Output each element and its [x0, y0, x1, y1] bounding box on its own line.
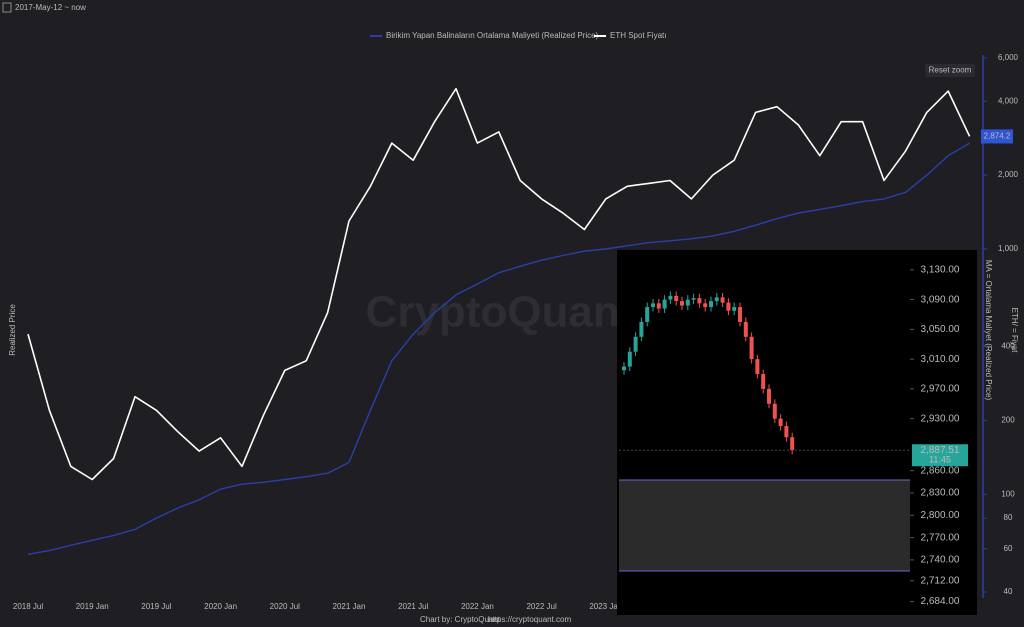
series-line: [27, 142, 970, 555]
candle-body: [778, 418, 783, 427]
candle-body: [639, 321, 644, 337]
current-price-label: 2,887.51: [921, 445, 960, 456]
watermark: CryptoQuant: [366, 288, 635, 337]
inset-y-tick-label: 2,970.00: [921, 384, 960, 395]
inset-chart: 3,130.00 3,090.00 3,050.00 3,010.00 2,970.00…: [617, 250, 977, 615]
y-tick-label: 200: [1001, 416, 1015, 425]
inset-y-tick-label: 2,930.00: [921, 413, 960, 424]
x-tick-label: 2023 Jan: [589, 602, 622, 611]
reset-zoom-label[interactable]: Reset zoom: [929, 66, 972, 75]
legend-label: Birikim Yapan Balinaların Ortalama Maliy…: [386, 31, 599, 40]
candle-body: [726, 302, 731, 311]
y-tick-label: 40: [1004, 587, 1013, 596]
candle-body: [668, 295, 673, 300]
y3-axis-label: ETH/ = Fiyat: [1010, 308, 1019, 353]
x-tick-label: 2019 Jul: [141, 602, 171, 611]
inset-lower-panel: [619, 480, 910, 571]
candle-body: [691, 298, 696, 300]
candle-body: [790, 437, 795, 451]
candle-body: [772, 403, 777, 419]
inset-y-tick-label: 2,770.00: [921, 532, 960, 543]
y-tick-label: 2,000: [998, 170, 1019, 179]
candle-body: [784, 426, 789, 438]
candle-body: [738, 307, 742, 322]
inset-y-tick-label: 3,130.00: [921, 265, 960, 276]
x-tick-label: 2021 Jul: [398, 602, 428, 611]
candle-body: [651, 303, 655, 308]
inset-y-tick-label: 2,800.00: [921, 510, 960, 521]
y2-axis-label: MA = Ortalama Maliyet (Realized Price): [984, 260, 993, 401]
y-tick-label: 80: [1004, 513, 1013, 522]
y-tick-label: 1,000: [998, 244, 1019, 253]
y-tick-label: 400: [1001, 342, 1015, 351]
x-tick-label: 2019 Jan: [76, 602, 109, 611]
current-value-label: 2,874.2: [984, 132, 1011, 141]
candle-body: [743, 321, 748, 337]
y-axis-label: Realized Price: [8, 304, 17, 356]
inset-y-tick-label: 2,684.00: [921, 596, 960, 607]
candle-body: [685, 299, 690, 306]
x-tick-label: 2021 Jan: [333, 602, 366, 611]
x-tick-label: 2022 Jul: [526, 602, 556, 611]
candle-body: [732, 307, 737, 311]
range-label: 2017-May-12 ~ now: [15, 3, 86, 12]
x-tick-label: 2022 Jan: [461, 602, 494, 611]
candle-body: [645, 307, 650, 322]
inset-y-tick-label: 2,712.00: [921, 575, 960, 586]
reset-zoom-button[interactable]: [925, 64, 975, 77]
candle-body: [709, 301, 713, 308]
x-tick-label: 2020 Jan: [204, 602, 237, 611]
candle-body: [714, 297, 719, 302]
y-tick-label: 60: [1004, 544, 1013, 553]
x-tick-label: 2018 Jul: [13, 602, 43, 611]
inset-y-tick-label: 2,830.00: [921, 488, 960, 499]
inset-y-tick-label: 2,860.00: [921, 465, 960, 476]
y-tick-label: 100: [1001, 489, 1015, 498]
candle-body: [749, 336, 754, 360]
candle-body: [703, 303, 708, 308]
current-price-tag: [912, 444, 968, 467]
current-value-tag: [981, 129, 1013, 144]
candle-body: [755, 359, 760, 374]
y-tick-label: 4,000: [998, 96, 1019, 105]
x-tick-label: 2020 Jul: [270, 602, 300, 611]
series-line: [27, 87, 971, 481]
y-tick-label: 6,000: [998, 53, 1019, 62]
inset-y-tick-label: 3,090.00: [921, 294, 960, 305]
inset-y-tick-label: 2,740.00: [921, 555, 960, 566]
candle-body: [674, 295, 679, 302]
candle-body: [622, 366, 626, 371]
candle-body: [680, 301, 684, 306]
candle-body: [656, 303, 661, 309]
current-time-label: 11:45: [929, 455, 951, 465]
legend-label: ETH Spot Fiyatı: [610, 31, 666, 40]
inset-y-tick-label: 3,010.00: [921, 354, 960, 365]
footer-link[interactable]: https://cryptoquant.com: [488, 615, 571, 624]
candle-body: [633, 336, 638, 352]
candle-body: [767, 388, 771, 404]
candle-body: [627, 351, 632, 367]
candle-body: [761, 374, 766, 389]
calendar-icon: [2, 2, 12, 13]
candle-body: [662, 299, 667, 309]
candle-body: [720, 297, 725, 303]
candle-body: [697, 298, 702, 304]
inset-y-tick-label: 3,050.00: [921, 324, 960, 335]
footer: Chart by: CryptoQuant: [420, 615, 501, 624]
